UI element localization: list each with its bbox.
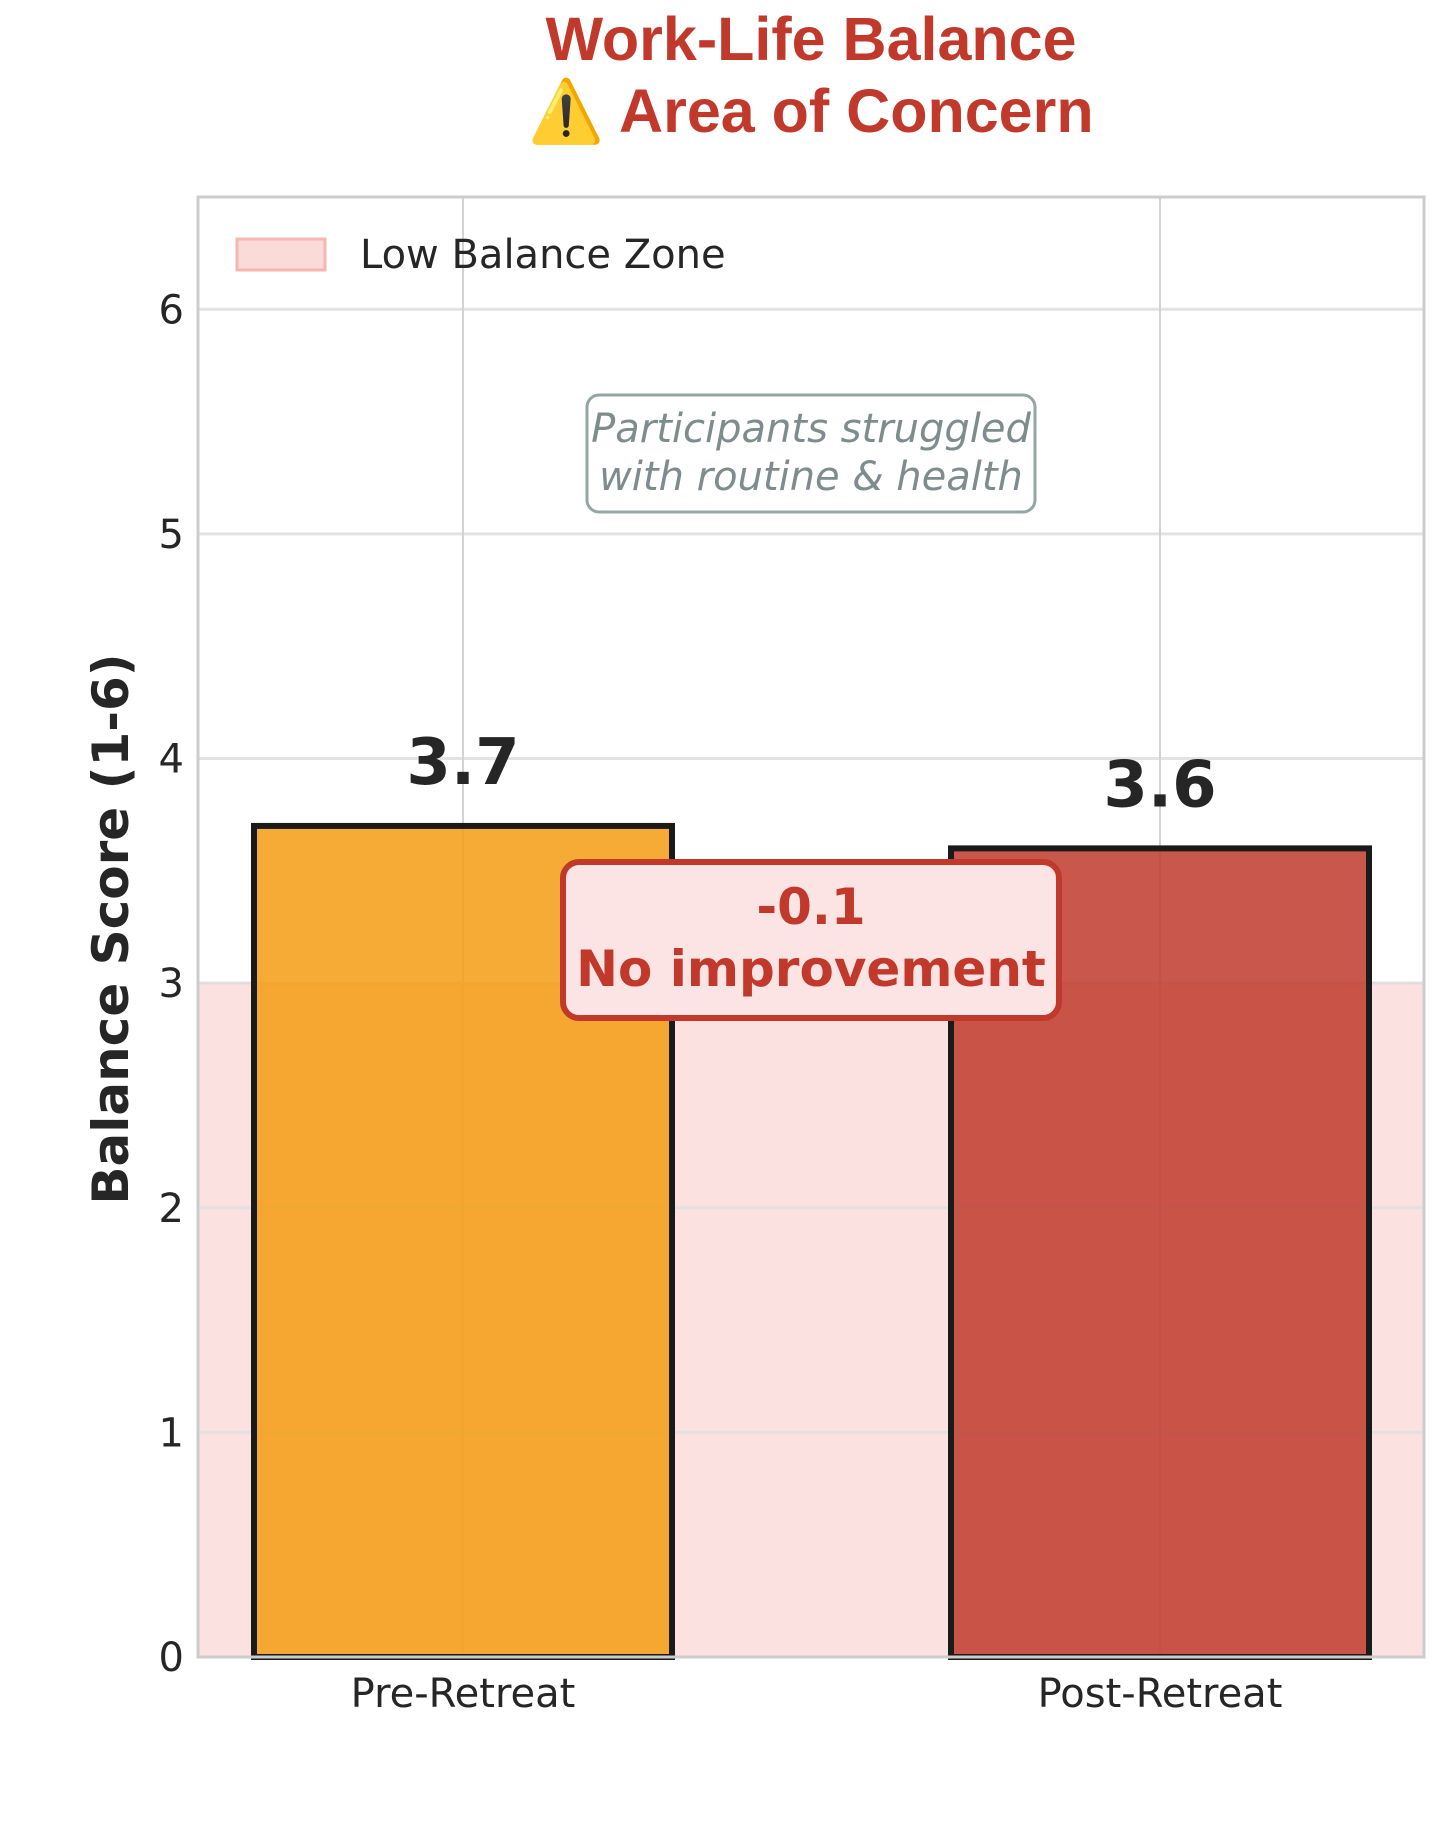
- y-tick-label-4: 4: [159, 737, 184, 783]
- delta-annotation-box: [560, 859, 1062, 1021]
- y-tick-label-5: 5: [159, 512, 184, 558]
- y-tick-label-0: 0: [159, 1635, 184, 1681]
- delta-annotation-value: -0.1: [756, 878, 865, 936]
- annotation-note-line1: Participants struggled: [591, 406, 1031, 452]
- x-tick-label-post-retreat: Post-Retreat: [1038, 1671, 1283, 1717]
- y-axis-label: Balance Score (1-6): [82, 653, 140, 1204]
- legend-swatch-low-balance-zone: [235, 237, 327, 272]
- delta-annotation: -0.1 No improvement: [560, 859, 1062, 1021]
- y-tick-label-6: 6: [159, 287, 184, 333]
- plot-frame: [196, 195, 1426, 1659]
- legend-label-low-balance-zone: Low Balance Zone: [360, 232, 726, 278]
- legend: Low Balance Zone: [235, 232, 726, 278]
- annotation-note-box: [585, 393, 1037, 514]
- y-tick-label-2: 2: [159, 1186, 184, 1232]
- chart-title-line1: Work-Life Balance: [545, 5, 1076, 73]
- annotation-note: Participants struggled with routine & he…: [585, 393, 1037, 514]
- x-tick-label-pre-retreat: Pre-Retreat: [351, 1671, 576, 1717]
- annotation-note-line2: with routine & health: [599, 454, 1023, 500]
- y-tick-label-3: 3: [159, 961, 184, 1007]
- y-tick-label-1: 1: [159, 1410, 184, 1456]
- y-tick-layer: 0 1 2 3 4 5 6: [159, 287, 184, 1681]
- delta-annotation-text: No improvement: [576, 940, 1046, 998]
- value-label-pre-retreat: 3.7: [406, 726, 519, 800]
- value-label-post-retreat: 3.6: [1103, 748, 1216, 822]
- chart-title-line2: ⚠️ Area of Concern: [528, 76, 1093, 146]
